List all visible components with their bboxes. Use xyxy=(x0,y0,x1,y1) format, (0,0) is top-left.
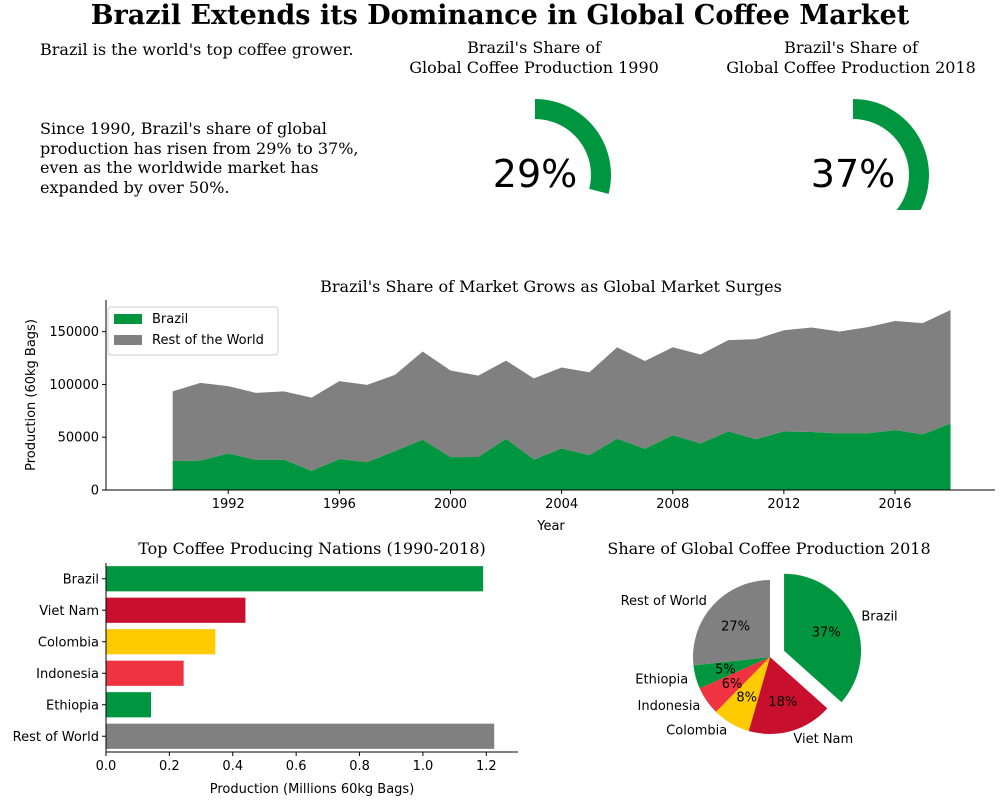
bar xyxy=(106,597,246,623)
bar xyxy=(106,660,184,686)
area-chart-ylabel: Production (60kg Bags) xyxy=(24,319,39,471)
gauge-2018-arc xyxy=(853,99,929,210)
gauge-1990-title-line: Global Coffee Production 1990 xyxy=(409,57,659,77)
bar-category-label: Indonesia xyxy=(36,667,99,682)
legend-label-rest: Rest of the World xyxy=(152,333,264,348)
area-chart-legend: Brazil Rest of the World xyxy=(107,306,279,356)
pie-slice-label: Brazil xyxy=(861,610,897,625)
area-x-tick-label: 2000 xyxy=(434,497,467,512)
bar-x-tick-label: 0.8 xyxy=(349,759,370,774)
gauge-1990-title: Brazil's Share of Global Coffee Producti… xyxy=(364,38,704,77)
pie-slice xyxy=(693,580,770,666)
pie-pct-label: 8% xyxy=(736,690,757,705)
area-chart-title: Brazil's Share of Market Grows as Global… xyxy=(320,277,782,296)
bar-chart-plot: Brazil Viet Nam Colombia Indonesia Ethiopia R… xyxy=(13,563,518,774)
pie-slice-label: Rest of World xyxy=(621,594,707,609)
area-x-tick-label: 1992 xyxy=(212,497,245,512)
pie-pct-label: 27% xyxy=(721,620,750,635)
summary-paragraph: Since 1990, Brazil's share of global pro… xyxy=(40,119,400,197)
gauge-1990-arc xyxy=(535,99,611,194)
area-x-tick-label: 2016 xyxy=(878,497,911,512)
pie-slice-label: Colombia xyxy=(666,724,727,739)
pie-slice-label: Viet Nam xyxy=(793,732,853,747)
bar-category-label: Brazil xyxy=(63,572,99,587)
gauge-2018-title: Brazil's Share of Global Coffee Producti… xyxy=(681,38,1000,77)
summary-line: Since 1990, Brazil's share of global xyxy=(40,119,327,138)
pie-chart-plot: 37% Brazil 18% Viet Nam 8% Colombia 6% Indonesi… xyxy=(621,573,898,747)
bar xyxy=(106,566,484,592)
bar-x-tick-label: 0.2 xyxy=(159,759,180,774)
area-chart-plot: 1992 1996 2000 2004 2008 2012 2016 0 50000 100000… xyxy=(49,300,995,512)
gauge-2018: 37% xyxy=(811,99,929,210)
intro-line: Brazil is the world's top coffee grower. xyxy=(40,40,354,59)
bar-x-tick-label: 0.4 xyxy=(222,759,243,774)
area-chart-xlabel: Year xyxy=(536,519,565,534)
gauge-2018-value-label: 37% xyxy=(811,152,895,196)
pie-pct-label: 6% xyxy=(722,677,743,692)
bar-x-tick-label: 1.2 xyxy=(476,759,497,774)
gauge-1990-value-label: 29% xyxy=(493,152,577,196)
bar-category-label: Rest of World xyxy=(13,730,99,745)
page-title: Brazil Extends its Dominance in Global C… xyxy=(90,0,910,31)
gauge-2018-title-line: Brazil's Share of xyxy=(784,38,918,57)
summary-line: even as the worldwide market has xyxy=(40,158,319,177)
pie-slice-label: Ethiopia xyxy=(635,673,688,688)
bar-x-tick-label: 0.6 xyxy=(286,759,307,774)
area-chart: Brazil's Share of Market Grows as Global… xyxy=(24,277,995,534)
pie-slice-label: Indonesia xyxy=(638,699,701,714)
bar xyxy=(106,629,216,655)
bar-category-label: Colombia xyxy=(38,635,99,650)
area-y-tick-label: 0 xyxy=(91,484,99,499)
pie-pct-label: 18% xyxy=(768,695,797,710)
bar-category-label: Viet Nam xyxy=(39,604,99,619)
bar xyxy=(106,723,495,749)
pie-pct-label: 5% xyxy=(715,663,736,678)
area-x-tick-label: 2008 xyxy=(656,497,689,512)
legend-frame xyxy=(107,306,279,356)
bar xyxy=(106,692,152,718)
bar-category-label: Ethiopia xyxy=(46,698,99,713)
area-y-tick-label: 50000 xyxy=(58,431,99,446)
bar-x-tick-label: 1.0 xyxy=(413,759,434,774)
area-x-tick-label: 1996 xyxy=(323,497,356,512)
bar-chart: Top Coffee Producing Nations (1990-2018)… xyxy=(13,539,518,797)
pie-pct-label: 37% xyxy=(812,625,841,640)
bar-chart-xlabel: Production (Millions 60kg Bags) xyxy=(210,782,415,797)
legend-swatch-rest xyxy=(114,335,142,345)
pie-slice xyxy=(784,573,862,703)
gauge-1990-title-line: Brazil's Share of xyxy=(467,38,601,57)
gauge-1990: 29% xyxy=(493,99,611,196)
pie-slice xyxy=(715,657,770,732)
pie-chart-title: Share of Global Coffee Production 2018 xyxy=(607,539,930,558)
area-y-tick-label: 150000 xyxy=(49,325,99,340)
pie-slice xyxy=(693,657,770,689)
bar-x-tick-label: 0.0 xyxy=(96,759,117,774)
pie-slice xyxy=(699,657,770,712)
summary-line: production has risen from 29% to 37%, xyxy=(40,138,359,158)
legend-swatch-brazil xyxy=(114,314,142,324)
bar-chart-title: Top Coffee Producing Nations (1990-2018) xyxy=(138,539,486,558)
pie-chart: Share of Global Coffee Production 2018 3… xyxy=(607,539,930,747)
area-x-tick-label: 2004 xyxy=(545,497,578,512)
legend-label-brazil: Brazil xyxy=(152,312,188,327)
area-y-tick-label: 100000 xyxy=(49,378,99,393)
area-x-tick-label: 2012 xyxy=(767,497,800,512)
area-series-brazil xyxy=(172,423,951,490)
pie-slice xyxy=(748,657,828,734)
summary-line: expanded by over 50%. xyxy=(40,177,230,197)
gauge-2018-title-line: Global Coffee Production 2018 xyxy=(726,57,976,77)
area-series-rest-of-world xyxy=(172,310,951,471)
